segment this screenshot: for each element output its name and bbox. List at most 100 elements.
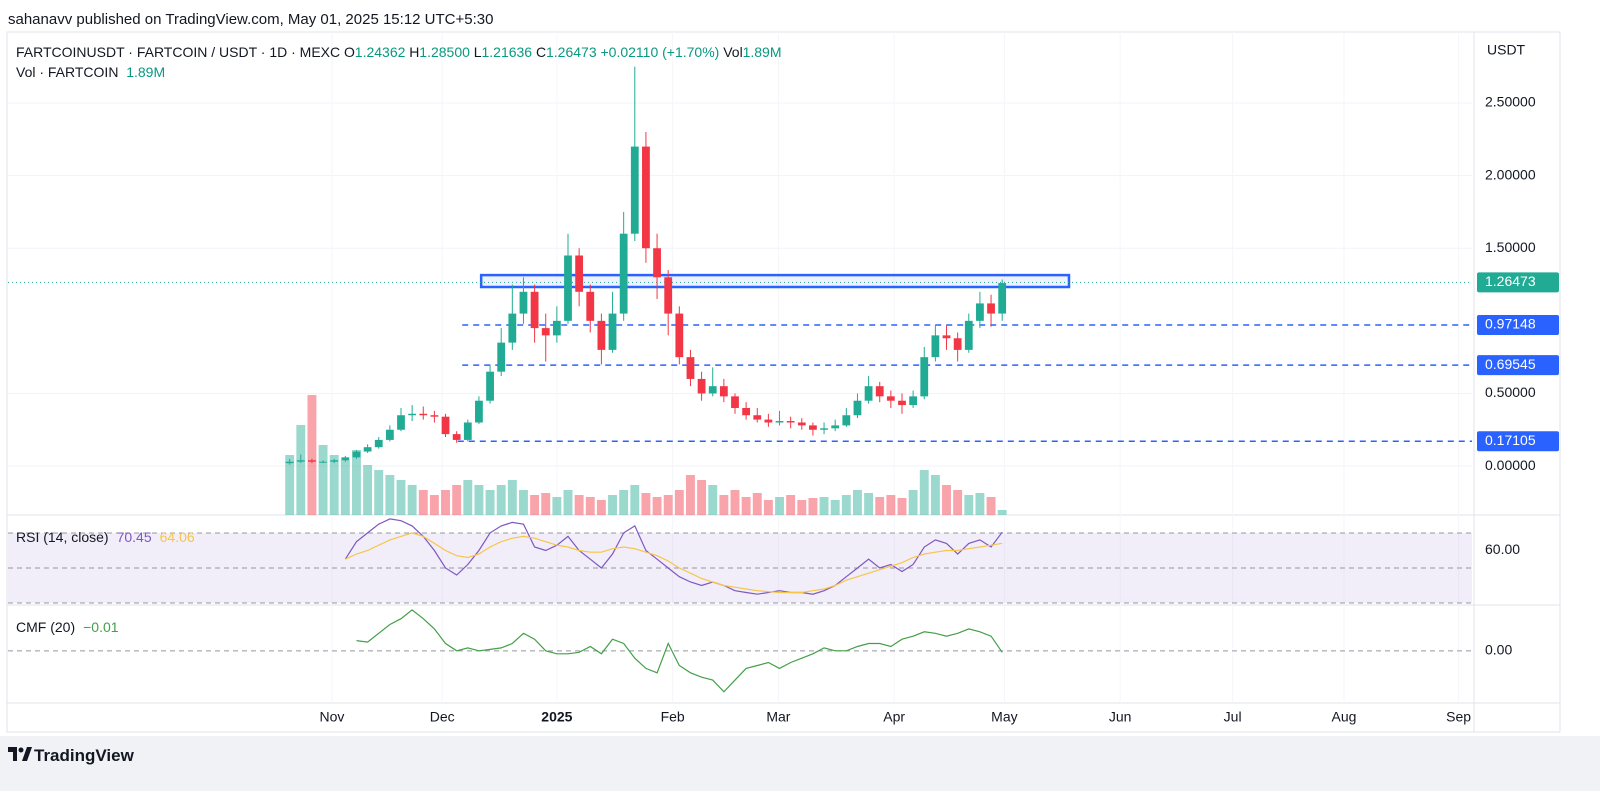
indicator-title: RSI (14, close) 70.45 64.06 xyxy=(16,529,195,545)
volume-bar xyxy=(830,500,840,515)
change: +0.02110 (+1.70%) xyxy=(600,44,720,60)
candle-body xyxy=(820,428,828,430)
candle-body xyxy=(708,386,717,394)
logo xyxy=(8,747,32,761)
ohlc-value: 1.21636 xyxy=(481,44,533,60)
candle-body xyxy=(530,291,539,329)
x-tick-label: Feb xyxy=(661,709,685,725)
candle-body xyxy=(686,357,695,379)
candle-body xyxy=(675,313,684,358)
volume-bar xyxy=(496,485,506,515)
volume-bar xyxy=(719,495,729,515)
x-tick-label: Nov xyxy=(320,709,345,725)
ohlc-value: 1.28500 xyxy=(419,44,470,60)
volume-bar xyxy=(741,497,751,515)
volume-bar xyxy=(686,475,695,515)
volume-bar xyxy=(630,485,640,515)
volume-bar xyxy=(652,497,662,515)
volume-bar xyxy=(841,495,851,515)
volume-bar xyxy=(541,493,551,515)
volume-bar xyxy=(953,490,963,515)
y-tick-label: 0.00 xyxy=(1485,642,1512,658)
volume-bar xyxy=(485,490,495,515)
candle-body xyxy=(575,255,584,292)
volume-bar xyxy=(352,450,361,515)
candle-body xyxy=(552,320,561,336)
volume-bar xyxy=(530,495,540,515)
candle-body xyxy=(308,460,316,462)
candle-body xyxy=(642,146,650,249)
candle-body xyxy=(664,277,673,314)
volume-bar xyxy=(674,490,684,515)
candle-body xyxy=(319,461,327,463)
candle-body xyxy=(452,434,461,440)
volume-bar xyxy=(396,480,406,515)
ohlc-key: H xyxy=(409,44,420,60)
candle-body xyxy=(864,386,873,401)
volume-title: Vol · FARTCOIN xyxy=(16,64,119,80)
volume-bar xyxy=(507,480,517,515)
candle-body xyxy=(475,400,483,423)
candle-body xyxy=(764,419,773,423)
ohlc-value: 1.24362 xyxy=(354,44,406,60)
x-tick-label: Apr xyxy=(883,709,905,725)
brand: TradingView xyxy=(34,746,134,765)
candle-body xyxy=(753,415,762,420)
candle-body xyxy=(630,146,639,234)
candle-body xyxy=(441,416,450,435)
volume-bar xyxy=(786,495,796,515)
last-price-label: 1.26473 xyxy=(1485,273,1536,289)
candle-body xyxy=(898,400,906,406)
volume-bar xyxy=(429,495,439,515)
candle-body xyxy=(920,357,929,397)
y-tick-label: 2.50000 xyxy=(1485,94,1536,110)
vol-value: 1.89M xyxy=(742,44,782,60)
volume-bar xyxy=(964,495,974,515)
volume-bar xyxy=(441,490,450,515)
candle-body xyxy=(352,451,361,458)
volume-bar xyxy=(697,480,707,515)
volume-bar xyxy=(307,395,317,515)
volume-bar xyxy=(930,475,940,515)
candle-body xyxy=(786,421,795,423)
candle-body xyxy=(497,342,506,372)
volume-bar xyxy=(663,495,673,515)
volume-bar xyxy=(897,498,907,515)
candle-body xyxy=(809,425,817,430)
volume-bar xyxy=(574,495,584,515)
volume-bar xyxy=(875,497,885,515)
volume-bar xyxy=(474,485,484,515)
candle-body xyxy=(742,407,751,416)
ohlc-value: 1.26473 xyxy=(546,44,597,60)
volume-bar xyxy=(619,490,629,515)
volume-bar xyxy=(418,490,428,515)
volume-bar xyxy=(886,495,896,515)
indicator-line xyxy=(345,532,1003,594)
candle-body xyxy=(797,422,806,426)
candle-body xyxy=(853,400,862,416)
candle-body xyxy=(508,313,517,343)
candle-body xyxy=(586,291,595,321)
volume-bar xyxy=(374,470,384,515)
candle-body xyxy=(731,396,739,408)
volume-bar xyxy=(997,510,1007,515)
volume-bar xyxy=(407,485,417,515)
candle-body xyxy=(486,371,494,401)
volume-bar xyxy=(763,500,773,515)
candle-body xyxy=(886,396,895,401)
y-tick-label: 0.50000 xyxy=(1485,384,1536,400)
volume-bar xyxy=(563,490,573,515)
candle-body xyxy=(430,415,439,417)
candle-body xyxy=(608,313,617,350)
x-tick-label: Aug xyxy=(1332,709,1357,725)
volume-legend: Vol · FARTCOIN 1.89M xyxy=(16,64,165,80)
candle-body xyxy=(541,328,550,336)
candle-body xyxy=(619,233,628,314)
candle-body xyxy=(719,386,728,397)
x-tick-label: Jul xyxy=(1224,709,1242,725)
volume-bar xyxy=(340,460,350,515)
y-tick-label: 60.00 xyxy=(1485,541,1520,557)
volume-bar xyxy=(853,490,862,515)
volume-bar xyxy=(363,465,373,515)
